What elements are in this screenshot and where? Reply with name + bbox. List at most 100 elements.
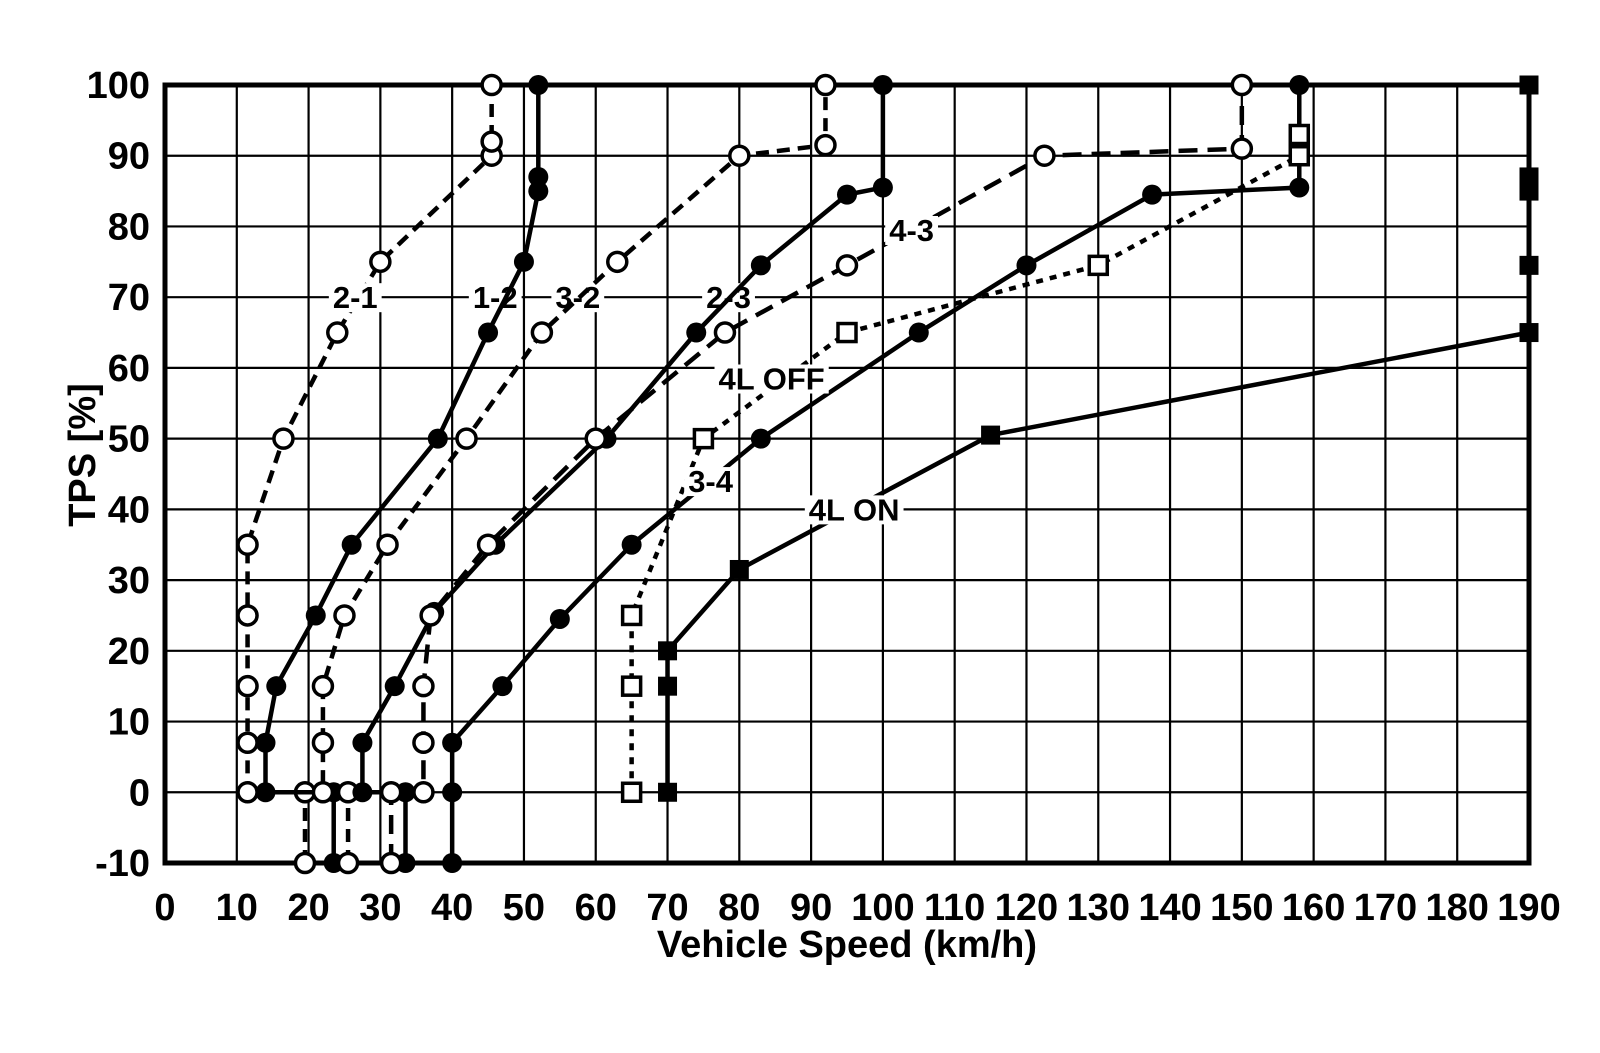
marker-square-open (692, 427, 715, 450)
marker-circle-open (236, 533, 259, 556)
curve-label-4l-off: 4L OFF (714, 362, 829, 397)
y-axis-title: TPS [%] (62, 383, 104, 527)
x-tick-label: 180 (1426, 887, 1489, 929)
marker-circle-open (835, 254, 859, 277)
marker-circle-filled (442, 732, 463, 753)
y-tick-label: 100 (87, 65, 150, 107)
marker-square-open (1288, 123, 1311, 146)
y-tick-label: -10 (95, 843, 150, 885)
marker-circle-filled (872, 177, 893, 198)
x-tick-label: 150 (1210, 887, 1273, 929)
y-tick-label: 90 (108, 136, 150, 178)
curve-label-bg (804, 495, 904, 525)
marker-square-open (1288, 144, 1311, 167)
marker-circle-filled (528, 166, 549, 187)
series-line (388, 85, 1245, 863)
series-line (263, 85, 541, 863)
marker-circle-filled (621, 534, 642, 555)
curve-label-bg (551, 283, 605, 313)
marker-square-filled (1519, 323, 1539, 343)
marker-circle-filled (305, 605, 326, 626)
y-tick-label: 10 (108, 702, 150, 744)
marker-circle-open (412, 731, 435, 755)
marker-circle-filled (908, 322, 929, 343)
marker-square-open (620, 604, 643, 627)
marker-circle-filled (686, 322, 707, 343)
x-tick-label: 170 (1354, 887, 1417, 929)
marker-circle-open (455, 427, 478, 450)
x-axis-title: Vehicle Speed (km/h) (657, 924, 1037, 966)
curve-label-bg (328, 283, 382, 313)
marker-circle-filled (528, 181, 549, 202)
marker-circle-open (814, 73, 837, 97)
marker-square-filled (729, 559, 749, 579)
marker-circle-filled (442, 853, 463, 873)
curve-label-2-1: 2-1 (328, 280, 382, 315)
marker-circle-open (236, 781, 259, 804)
marker-circle-open (311, 781, 335, 804)
marker-square-filled (1519, 167, 1539, 187)
marker-circle-open (480, 73, 503, 97)
marker-circle-filled (266, 676, 287, 697)
y-tick-label: 70 (108, 277, 150, 319)
marker-circle-filled (1289, 75, 1310, 95)
y-tick-label: 20 (108, 631, 150, 673)
x-tick-label: 70 (646, 887, 688, 929)
series-line (449, 85, 1302, 863)
marker-circle-open (606, 250, 629, 274)
series-4l-off (620, 123, 1311, 804)
curve-label-bg (885, 215, 939, 245)
x-tick-label: 140 (1138, 887, 1201, 929)
marker-circle-filled (1016, 255, 1037, 276)
y-tick-label: 30 (108, 560, 150, 602)
x-tick-label: 10 (216, 887, 258, 929)
marker-square-filled (1519, 75, 1539, 95)
marker-square-filled (658, 641, 678, 661)
marker-square-open (620, 675, 643, 697)
marker-circle-filled (492, 676, 513, 697)
marker-circle-open (480, 130, 503, 153)
plot-frame (162, 82, 1532, 866)
curve-label-text: 3-2 (555, 280, 600, 315)
series-1-2 (255, 75, 549, 873)
marker-circle-filled (549, 608, 570, 629)
series-4-3 (379, 73, 1254, 875)
curve-label-text: 4L ON (809, 492, 900, 527)
x-tick-label: 100 (851, 887, 914, 929)
y-tick-label: 40 (108, 489, 150, 531)
marker-circle-open (236, 674, 259, 698)
curve-label-text: 4L OFF (719, 362, 825, 397)
x-tick-label: 90 (790, 887, 832, 929)
marker-circle-open (814, 133, 837, 157)
marker-circle-filled (384, 676, 405, 697)
series-line (320, 85, 828, 863)
marker-circle-open (311, 674, 335, 698)
x-tick-label: 30 (359, 887, 401, 929)
x-tick-label: 120 (995, 887, 1058, 929)
marker-circle-open (1033, 144, 1056, 167)
y-tick-label: 80 (108, 206, 150, 248)
marker-circle-open (293, 851, 317, 875)
curve-label-text: 2-1 (333, 280, 378, 315)
x-tick-label: 160 (1282, 887, 1345, 929)
x-tick-label: 130 (1067, 887, 1130, 929)
marker-circle-filled (352, 732, 373, 753)
marker-square-filled (981, 425, 1001, 445)
marker-circle-open (1230, 137, 1254, 160)
curve-label-text: 4-3 (889, 213, 934, 248)
marker-circle-filled (513, 251, 534, 272)
marker-circle-open (1230, 73, 1254, 97)
marker-circle-open (369, 250, 392, 274)
series-4l-on (658, 75, 1539, 802)
curve-label-bg (684, 467, 738, 497)
marker-circle-open (236, 731, 259, 755)
x-tick-label: 0 (154, 887, 175, 929)
marker-square-open (620, 781, 643, 804)
marker-circle-filled (352, 782, 373, 803)
marker-circle-filled (427, 428, 448, 449)
marker-circle-filled (750, 255, 771, 276)
marker-circle-open (311, 731, 335, 755)
marker-circle-open (713, 321, 737, 344)
